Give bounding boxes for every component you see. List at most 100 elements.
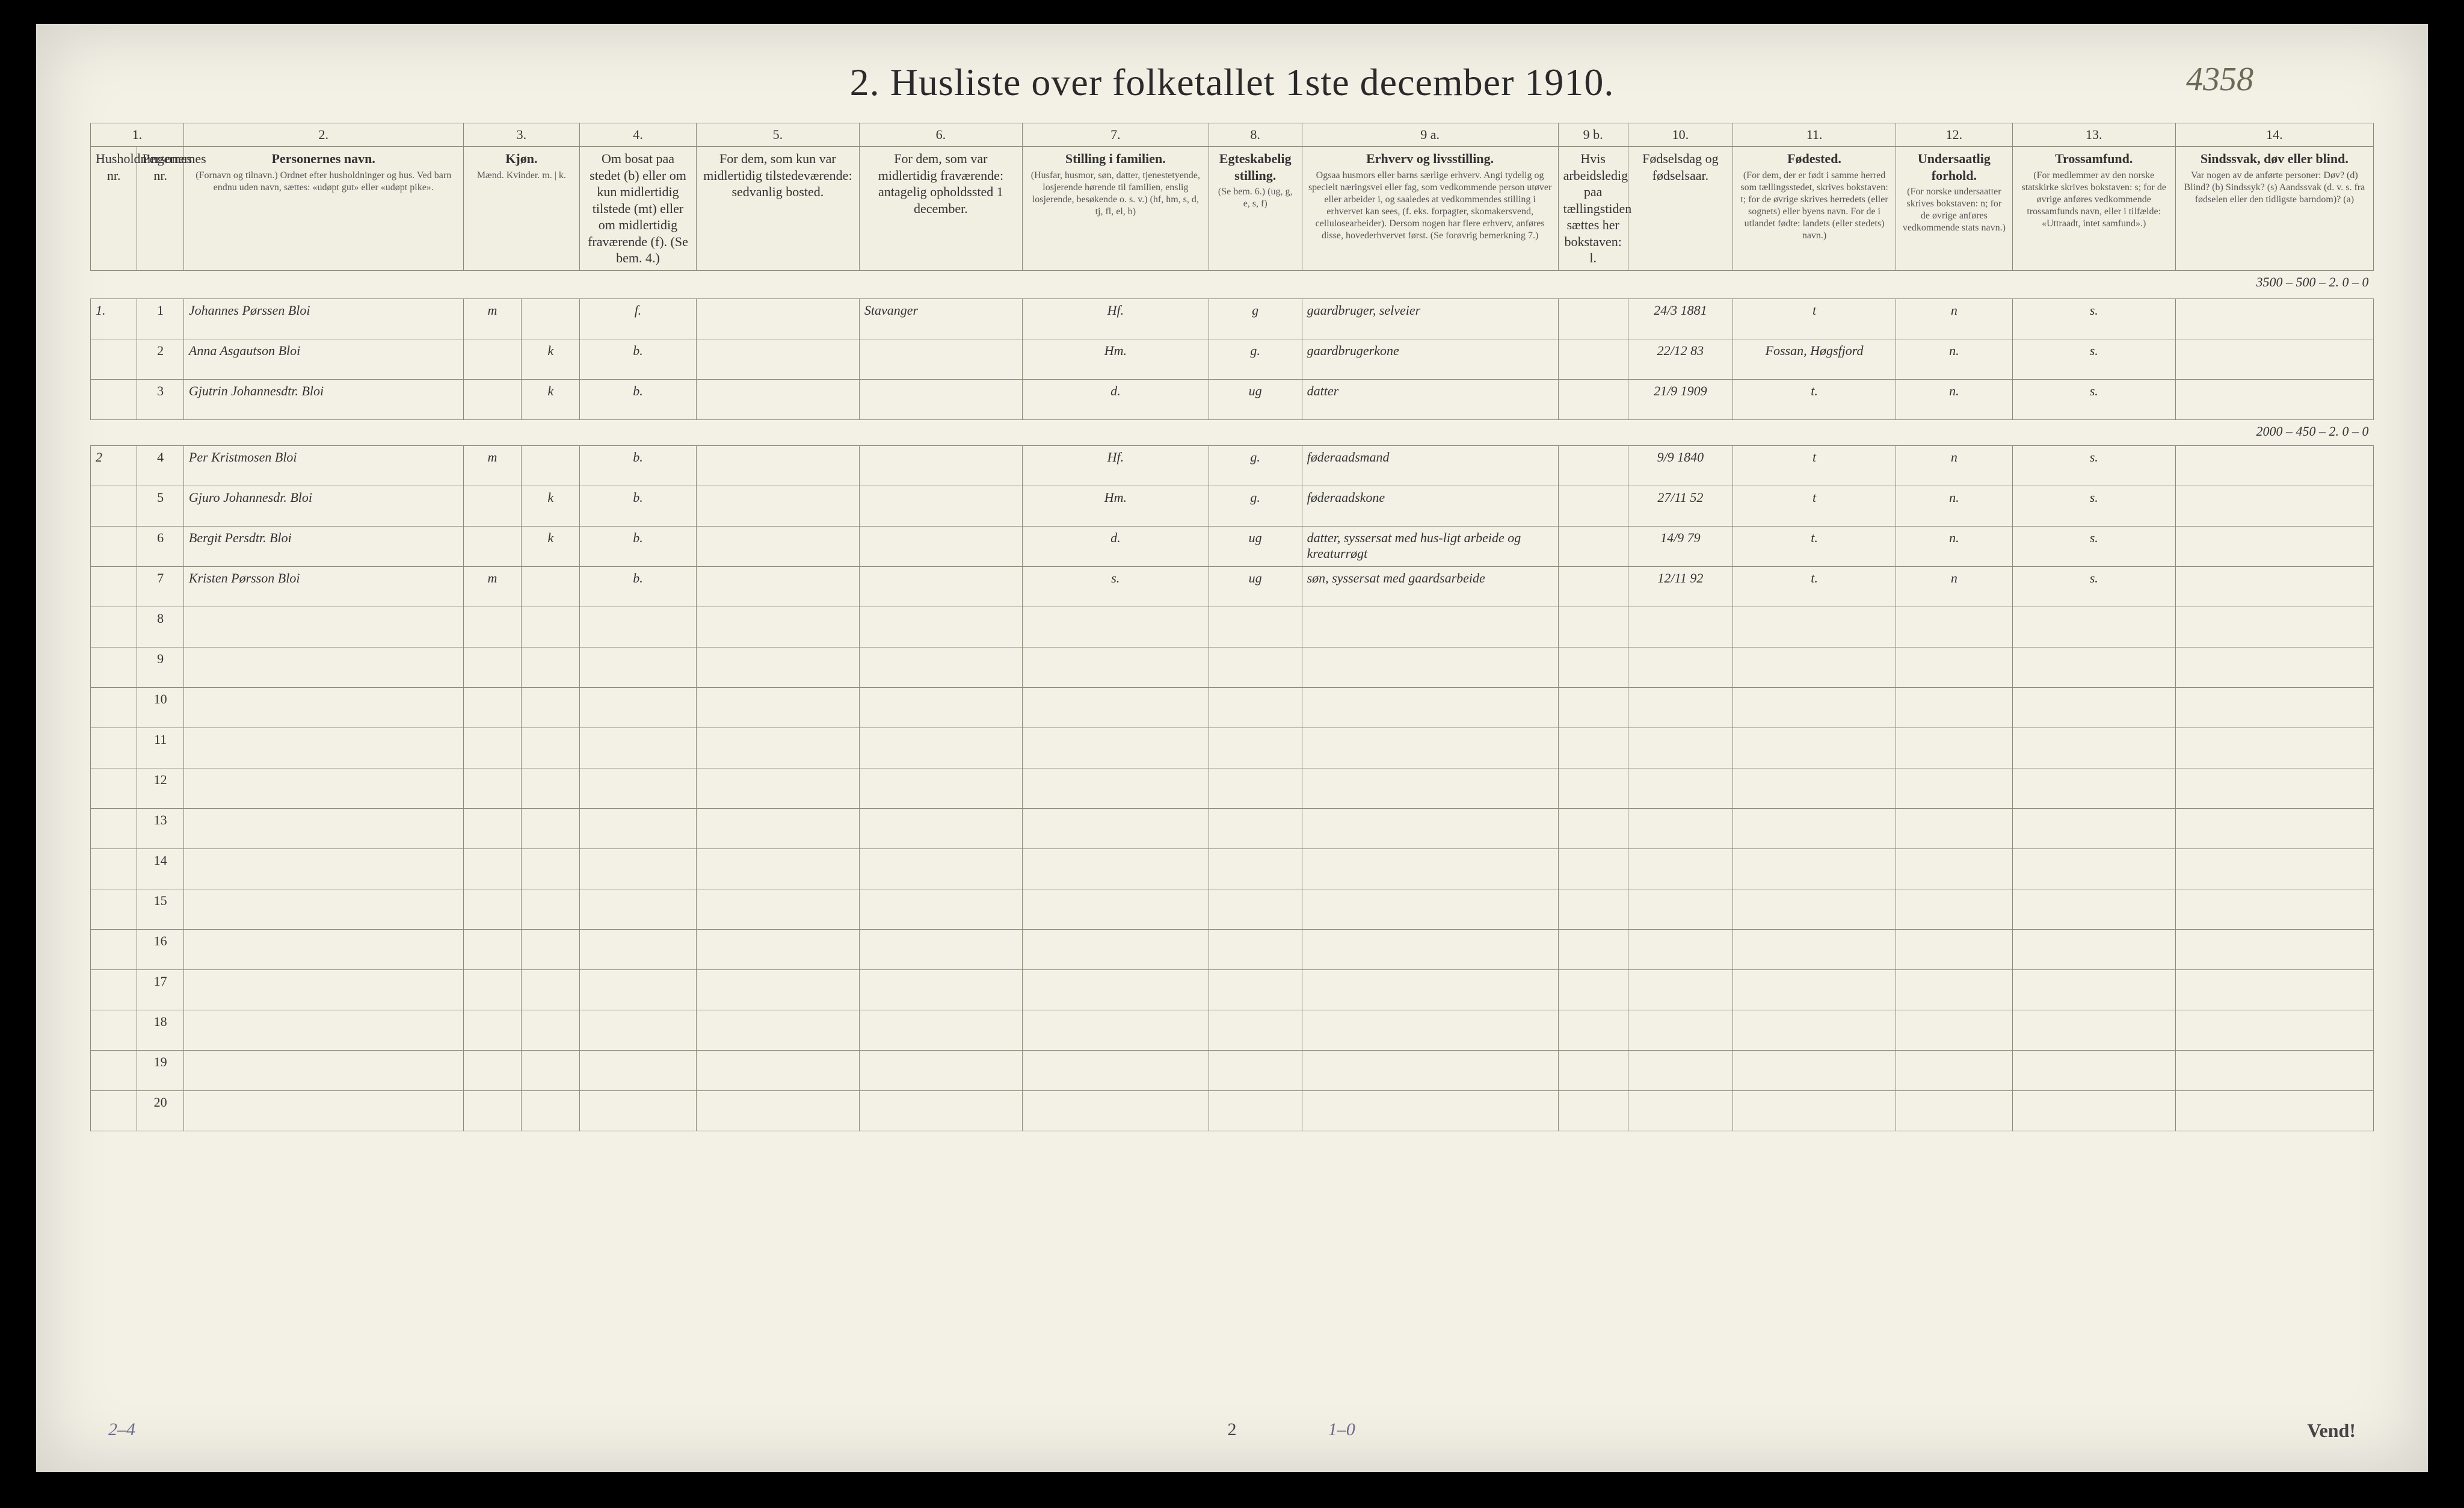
head-pn: Personernes nr. bbox=[137, 147, 183, 271]
table-row-empty: 20 bbox=[91, 1090, 2374, 1131]
table-head: 1. 2. 3. 4. 5. 6. 7. 8. 9 a. 9 b. 10. 11… bbox=[91, 123, 2374, 271]
head-col9b: Hvis arbeidsledig paa tællingstiden sætt… bbox=[1558, 147, 1628, 271]
cell-col14 bbox=[2175, 526, 2373, 566]
head-col14: Sindssvak, døv eller blind. Var nogen av… bbox=[2175, 147, 2373, 271]
cell-col6 bbox=[859, 486, 1022, 526]
cell-col14 bbox=[2175, 445, 2373, 486]
cell-hh bbox=[91, 486, 137, 526]
cell-sex-m bbox=[463, 339, 522, 379]
head-c14-label: Sindssvak, døv eller blind. bbox=[2201, 151, 2348, 166]
cell-pn: 2 bbox=[137, 339, 183, 379]
annotation-row-top: 3500 – 500 – 2. 0 – 0 bbox=[91, 270, 2374, 298]
cell-pn: 13 bbox=[137, 808, 183, 848]
head-col5: For dem, som kun var midlertidig tilsted… bbox=[696, 147, 859, 271]
cell-col5 bbox=[696, 445, 859, 486]
cell-bosat: b. bbox=[580, 566, 697, 607]
head-marital-label: Egteskabelig stilling. bbox=[1219, 151, 1292, 183]
cell-family: d. bbox=[1022, 379, 1209, 419]
cell-hh bbox=[91, 339, 137, 379]
cell-birthplace: t bbox=[1733, 486, 1896, 526]
cell-sex-k: k bbox=[522, 379, 580, 419]
colnum-5: 5. bbox=[696, 123, 859, 147]
cell-occupation: gaardbrugerkone bbox=[1302, 339, 1558, 379]
census-table: 1. 2. 3. 4. 5. 6. 7. 8. 9 a. 9 b. 10. 11… bbox=[90, 123, 2374, 1131]
colnum-14: 14. bbox=[2175, 123, 2373, 147]
cell-birthplace: t. bbox=[1733, 379, 1896, 419]
cell-marital: g. bbox=[1209, 486, 1302, 526]
cell-occupation: føderaadskone bbox=[1302, 486, 1558, 526]
marginal-number: 4358 bbox=[2186, 60, 2253, 99]
head-nation: Undersaatlig forhold. (For norske unders… bbox=[1896, 147, 2013, 271]
colnum-10: 10. bbox=[1628, 123, 1732, 147]
table-row-empty: 14 bbox=[91, 848, 2374, 889]
cell-pn: 8 bbox=[137, 607, 183, 647]
head-faith-label: Trossamfund. bbox=[2055, 151, 2133, 166]
footer-left: 2–4 bbox=[108, 1420, 135, 1442]
cell-bosat: b. bbox=[580, 526, 697, 566]
cell-col6: Stavanger bbox=[859, 298, 1022, 339]
cell-family: Hm. bbox=[1022, 339, 1209, 379]
head-sex-sub: Mænd. Kvinder. m. | k. bbox=[469, 170, 575, 182]
cell-nation: n. bbox=[1896, 339, 2013, 379]
head-hh: Husholdningernes nr. bbox=[91, 147, 137, 271]
table-body: 3500 – 500 – 2. 0 – 01.1Johannes Pørssen… bbox=[91, 270, 2374, 1131]
table-row-empty: 9 bbox=[91, 647, 2374, 687]
table-row-empty: 15 bbox=[91, 889, 2374, 929]
cell-faith: s. bbox=[2012, 339, 2175, 379]
table-row: 5Gjuro Johannesdr. Bloikb.Hm.g.føderaads… bbox=[91, 486, 2374, 526]
table-row-empty: 10 bbox=[91, 687, 2374, 728]
cell-marital: ug bbox=[1209, 379, 1302, 419]
cell-sex-m bbox=[463, 526, 522, 566]
cell-hh bbox=[91, 379, 137, 419]
colnum-6: 6. bbox=[859, 123, 1022, 147]
colnum-2: 2. bbox=[183, 123, 463, 147]
cell-nation: n. bbox=[1896, 486, 2013, 526]
cell-occupation: datter, syssersat med hus-ligt arbeide o… bbox=[1302, 526, 1558, 566]
cell-occupation: føderaadsmand bbox=[1302, 445, 1558, 486]
colnum-1: 1. bbox=[91, 123, 184, 147]
head-birth-label: Fødselsdag og fødselsaar. bbox=[1642, 151, 1719, 183]
cell-marital: ug bbox=[1209, 526, 1302, 566]
cell-faith: s. bbox=[2012, 445, 2175, 486]
head-sex-label: Kjøn. bbox=[505, 151, 537, 166]
head-nat-label: Undersaatlig forhold. bbox=[1918, 151, 1991, 183]
cell-occupation: gaardbruger, selveier bbox=[1302, 298, 1558, 339]
cell-pn: 11 bbox=[137, 728, 183, 768]
colnum-8: 8. bbox=[1209, 123, 1302, 147]
colnum-9b: 9 b. bbox=[1558, 123, 1628, 147]
cell-hh bbox=[91, 526, 137, 566]
cell-birthplace: t. bbox=[1733, 566, 1896, 607]
cell-bosat: f. bbox=[580, 298, 697, 339]
head-faith: Trossamfund. (For medlemmer av den norsk… bbox=[2012, 147, 2175, 271]
head-bosat: Om bosat paa stedet (b) eller om kun mid… bbox=[580, 147, 697, 271]
page-title: 2. Husliste over folketallet 1ste decemb… bbox=[850, 61, 1615, 104]
cell-birthplace: t bbox=[1733, 445, 1896, 486]
cell-occupation: datter bbox=[1302, 379, 1558, 419]
column-number-row: 1. 2. 3. 4. 5. 6. 7. 8. 9 a. 9 b. 10. 11… bbox=[91, 123, 2374, 147]
cell-pn: 9 bbox=[137, 647, 183, 687]
cell-sex-k bbox=[522, 298, 580, 339]
cell-col9b bbox=[1558, 526, 1628, 566]
head-col6-label: For dem, som var midlertidig fraværende:… bbox=[878, 151, 1003, 216]
cell-marital: g bbox=[1209, 298, 1302, 339]
cell-marital: g. bbox=[1209, 445, 1302, 486]
cell-col5 bbox=[696, 566, 859, 607]
cell-nation: n bbox=[1896, 445, 2013, 486]
table-row: 7Kristen Pørsson Bloimb.s.ugsøn, syssers… bbox=[91, 566, 2374, 607]
cell-pn: 3 bbox=[137, 379, 183, 419]
cell-bosat: b. bbox=[580, 379, 697, 419]
cell-col6 bbox=[859, 445, 1022, 486]
cell-col14 bbox=[2175, 339, 2373, 379]
annotation-top-right: 3500 – 500 – 2. 0 – 0 bbox=[2175, 270, 2373, 298]
head-name-label: Personernes navn. bbox=[272, 151, 375, 166]
head-col9b-label: Hvis arbeidsledig paa tællingstiden sætt… bbox=[1563, 151, 1632, 265]
head-marital: Egteskabelig stilling. (Se bem. 6.) (ug,… bbox=[1209, 147, 1302, 271]
cell-nation: n bbox=[1896, 298, 2013, 339]
table-row-empty: 16 bbox=[91, 929, 2374, 969]
cell-marital: g. bbox=[1209, 339, 1302, 379]
cell-pn: 1 bbox=[137, 298, 183, 339]
colnum-11: 11. bbox=[1733, 123, 1896, 147]
cell-sex-m bbox=[463, 486, 522, 526]
cell-birth: 21/9 1909 bbox=[1628, 379, 1732, 419]
head-bosat-label: Om bosat paa stedet (b) eller om kun mid… bbox=[588, 151, 688, 265]
